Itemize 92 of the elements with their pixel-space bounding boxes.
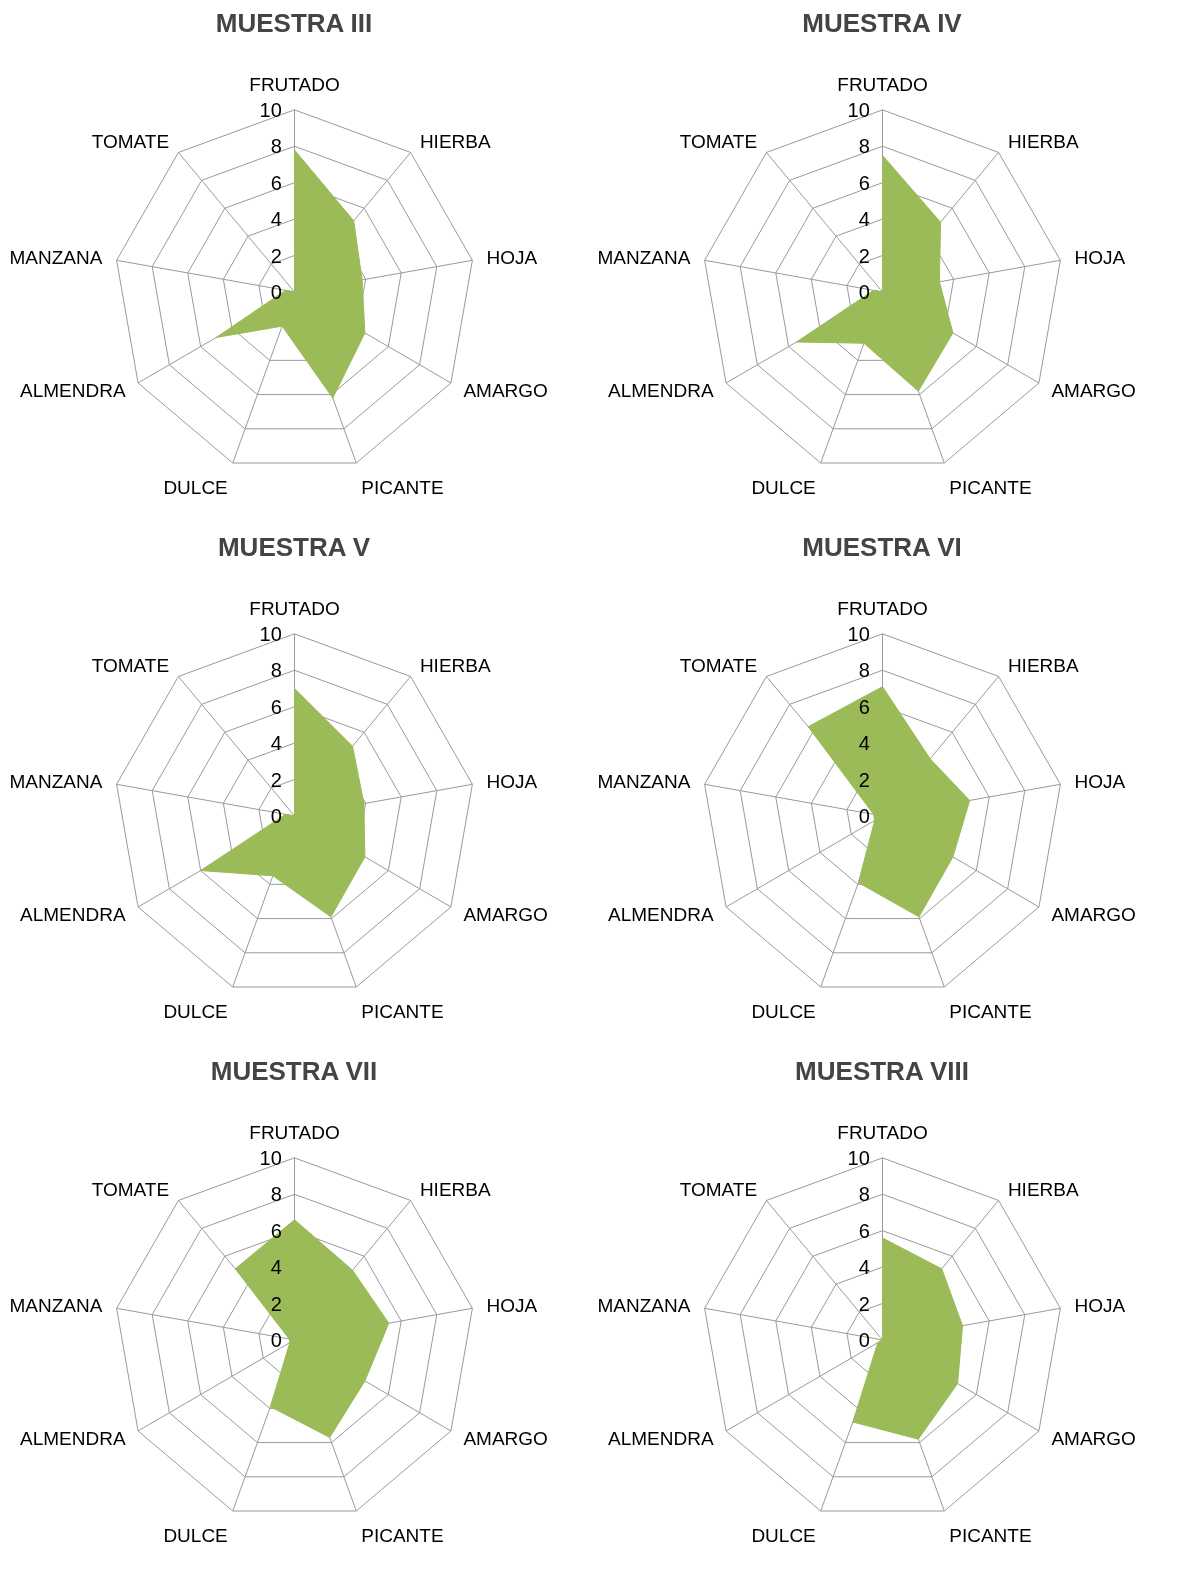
spoke-label: FRUTADO [837,598,928,620]
chart-title: MUESTRA VII [210,1055,378,1086]
spoke-label: AMARGO [1051,379,1136,401]
spoke-label: HIERBA [1007,130,1079,152]
y-tick-label: 8 [270,135,282,158]
spoke-label: HIERBA [419,1178,491,1200]
spoke-label: TOMATE [91,130,170,152]
spoke-label: ALMENDRA [19,379,126,401]
spoke-label: DULCE [163,1000,228,1022]
spoke-label: FRUTADO [249,74,340,96]
spoke-label: HIERBA [1007,654,1079,676]
y-tick-label: 4 [270,1256,282,1279]
spoke-label: HOJA [486,247,538,269]
y-tick-label: 2 [270,768,282,791]
spoke-label: PICANTE [361,1000,444,1022]
spoke-label: ALMENDRA [19,903,126,925]
y-tick-label: 8 [858,135,870,158]
y-tick-label: 0 [270,1328,282,1351]
spoke-label: PICANTE [949,476,1032,498]
spoke-label: AMARGO [463,1427,548,1449]
y-tick-label: 10 [847,622,870,645]
spoke-label: HOJA [486,1295,538,1317]
spoke-label: ALMENDRA [607,903,714,925]
spoke-label: HOJA [486,771,538,793]
y-tick-label: 10 [847,1146,870,1169]
chart-title: MUESTRA V [217,531,371,562]
spoke-label: HOJA [1074,1295,1126,1317]
y-tick-label: 6 [858,695,870,718]
spoke-label: ALMENDRA [607,1427,714,1449]
y-tick-label: 4 [858,208,870,231]
y-tick-label: 10 [259,98,282,121]
y-tick-label: 0 [858,1328,870,1351]
y-tick-label: 4 [858,1256,870,1279]
y-tick-label: 6 [858,1219,870,1242]
spoke-label: AMARGO [1051,1427,1136,1449]
y-tick-label: 10 [847,98,870,121]
spoke-label: MANZANA [9,1295,103,1317]
spoke-label: MANZANA [597,771,691,793]
spoke-label: FRUTADO [249,598,340,620]
spoke-label: TOMATE [679,130,758,152]
y-tick-label: 10 [259,622,282,645]
spoke-label: FRUTADO [249,1122,340,1144]
spoke-label: FRUTADO [837,74,928,96]
y-tick-label: 4 [858,732,870,755]
spoke-label: PICANTE [949,1000,1032,1022]
spoke-label: DULCE [163,476,228,498]
y-tick-label: 2 [858,768,870,791]
y-tick-label: 4 [270,208,282,231]
spoke-label: TOMATE [679,654,758,676]
y-tick-label: 2 [270,1292,282,1315]
spoke-label: DULCE [751,1000,816,1022]
chart-title: MUESTRA VI [802,531,962,562]
y-tick-label: 4 [270,732,282,755]
chart-title: MUESTRA IV [802,7,963,38]
spoke-label: HOJA [1074,247,1126,269]
spoke-label: MANZANA [9,247,103,269]
y-tick-label: 8 [270,1183,282,1206]
spoke-label: HIERBA [419,654,491,676]
y-tick-label: 2 [858,1292,870,1315]
spoke-label: DULCE [163,1524,228,1546]
spoke-label: HIERBA [419,130,491,152]
spoke-label: MANZANA [597,1295,691,1317]
spoke-label: AMARGO [463,379,548,401]
y-tick-label: 2 [858,244,870,267]
y-tick-label: 10 [259,1146,282,1169]
spoke-label: MANZANA [597,247,691,269]
y-tick-label: 8 [858,659,870,682]
spoke-label: TOMATE [91,1178,170,1200]
y-tick-label: 8 [858,1183,870,1206]
spoke-label: HOJA [1074,771,1126,793]
spoke-label: AMARGO [1051,903,1136,925]
y-tick-label: 6 [270,171,282,194]
y-tick-label: 8 [270,659,282,682]
y-tick-label: 6 [270,695,282,718]
chart-title: MUESTRA VIII [795,1055,969,1086]
y-tick-label: 6 [858,171,870,194]
spoke-label: MANZANA [9,771,103,793]
chart-title: MUESTRA III [215,7,373,38]
spoke-label: PICANTE [949,1524,1032,1546]
spoke-label: FRUTADO [837,1122,928,1144]
spoke-label: AMARGO [463,903,548,925]
spoke-label: HIERBA [1007,1178,1079,1200]
spoke-label: DULCE [751,476,816,498]
spoke-label: PICANTE [361,1524,444,1546]
y-tick-label: 0 [858,804,870,827]
spoke-label: TOMATE [91,654,170,676]
spoke-label: DULCE [751,1524,816,1546]
spoke-label: PICANTE [361,476,444,498]
spoke-label: ALMENDRA [607,379,714,401]
y-tick-label: 2 [270,244,282,267]
spoke-label: ALMENDRA [19,1427,126,1449]
spoke-label: TOMATE [679,1178,758,1200]
